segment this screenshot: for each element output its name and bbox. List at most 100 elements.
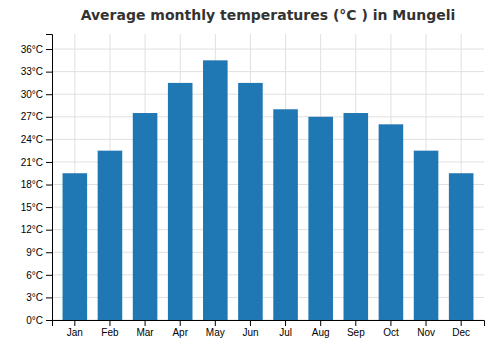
grid-line-y xyxy=(52,139,484,140)
x-tick: May xyxy=(206,320,225,338)
y-tick-label: 33°C xyxy=(21,66,43,77)
x-tick-label: Oct xyxy=(383,327,399,338)
y-tick-mark xyxy=(46,275,52,276)
grid xyxy=(52,34,484,320)
x-tick-mark xyxy=(320,320,321,326)
bar xyxy=(379,124,404,320)
bar xyxy=(133,113,158,320)
y-tick: 24°C xyxy=(21,134,52,145)
x-tick: Jun xyxy=(242,320,258,338)
bar xyxy=(168,83,193,320)
chart-svg: Jan Feb Mar Apr May Jun Jul Aug Sep Oct Nov Dec 0°C 3… xyxy=(0,0,500,350)
grid-line-y xyxy=(52,116,484,117)
bar xyxy=(203,60,228,320)
y-tick-mark xyxy=(46,297,52,298)
title: Average monthly temperatures (°C ) in Mu… xyxy=(81,7,456,23)
bar xyxy=(308,117,333,320)
y-tick-mark xyxy=(46,72,52,73)
y-tick-mark xyxy=(46,252,52,253)
y-tick-label: 36°C xyxy=(21,44,43,55)
y-tick-label: 3°C xyxy=(26,292,43,303)
x-tick: Sep xyxy=(347,320,365,338)
x-tick-mark xyxy=(461,320,462,326)
bar xyxy=(98,151,123,320)
x-axis-line xyxy=(53,321,485,327)
y-tick: 3°C xyxy=(26,292,52,303)
y-tick-label: 21°C xyxy=(21,157,43,168)
x-tick: Nov xyxy=(417,320,435,338)
x-tick-mark xyxy=(145,320,146,326)
x-tick-label: Jul xyxy=(279,327,292,338)
y-tick-mark xyxy=(46,117,52,118)
y-tick-mark xyxy=(46,320,52,321)
x-tick-label: Sep xyxy=(347,327,365,338)
y-tick-label: 18°C xyxy=(21,179,43,190)
x-tick-mark xyxy=(355,320,356,326)
y-axis: 0°C 3°C 6°C 9°C 12°C 15°C 18°C 21°C 24°C 27°C 30°C… xyxy=(21,35,53,326)
x-tick: Mar xyxy=(136,320,154,338)
y-tick-mark xyxy=(46,139,52,140)
grid-line-y xyxy=(52,71,484,72)
x-tick: Dec xyxy=(452,320,470,338)
bars xyxy=(63,60,474,320)
y-tick-label: 12°C xyxy=(21,224,43,235)
x-tick: Aug xyxy=(312,320,330,338)
x-tick-mark xyxy=(250,320,251,326)
x-tick-label: Aug xyxy=(312,327,330,338)
y-tick-mark xyxy=(46,185,52,186)
x-tick-mark xyxy=(109,320,110,326)
x-tick-label: Dec xyxy=(452,327,470,338)
y-tick: 12°C xyxy=(21,224,52,235)
y-tick: 27°C xyxy=(21,111,52,122)
y-tick: 9°C xyxy=(26,247,52,258)
x-tick-label: Feb xyxy=(101,327,119,338)
y-tick-label: 6°C xyxy=(26,270,43,281)
bar xyxy=(449,173,474,320)
y-tick: 33°C xyxy=(21,66,52,77)
x-tick-mark xyxy=(390,320,391,326)
y-tick-mark xyxy=(46,207,52,208)
y-tick-label: 9°C xyxy=(26,247,43,258)
x-tick: Feb xyxy=(101,320,119,338)
x-tick-label: Nov xyxy=(417,327,435,338)
bar xyxy=(344,113,369,320)
x-tick: Apr xyxy=(172,320,188,338)
y-tick: 30°C xyxy=(21,89,52,100)
x-tick-label: May xyxy=(206,327,225,338)
y-tick-mark xyxy=(46,49,52,50)
bar xyxy=(414,151,439,320)
x-tick-mark xyxy=(285,320,286,326)
x-axis: Jan Feb Mar Apr May Jun Jul Aug Sep Oct Nov Dec xyxy=(53,320,485,338)
x-tick-mark xyxy=(426,320,427,326)
x-tick: Oct xyxy=(383,320,399,338)
x-tick-mark xyxy=(180,320,181,326)
x-tick-label: Apr xyxy=(172,327,188,338)
y-tick: 36°C xyxy=(21,44,52,55)
y-tick: 6°C xyxy=(26,270,52,281)
y-axis-line xyxy=(46,35,53,321)
y-tick-mark xyxy=(46,230,52,231)
x-tick-label: Jun xyxy=(242,327,258,338)
bar xyxy=(63,173,88,320)
x-tick: Jul xyxy=(279,320,292,338)
x-tick-mark xyxy=(74,320,75,326)
y-tick: 15°C xyxy=(21,202,52,213)
x-tick-label: Mar xyxy=(136,327,154,338)
x-tick-label: Jan xyxy=(67,327,83,338)
x-tick-mark xyxy=(215,320,216,326)
grid-line-y xyxy=(52,49,484,50)
bar xyxy=(273,109,298,320)
bar xyxy=(238,83,263,320)
y-tick-label: 27°C xyxy=(21,111,43,122)
y-tick-label: 30°C xyxy=(21,89,43,100)
y-tick-label: 0°C xyxy=(26,315,43,326)
y-tick-label: 15°C xyxy=(21,202,43,213)
y-tick: 18°C xyxy=(21,179,52,190)
y-tick: 0°C xyxy=(26,315,52,326)
plot-area: Jan Feb Mar Apr May Jun Jul Aug Sep Oct Nov Dec 0°C 3… xyxy=(21,34,485,338)
x-tick: Jan xyxy=(67,320,83,338)
y-tick-label: 24°C xyxy=(21,134,43,145)
grid-line-y xyxy=(52,94,484,95)
y-tick: 21°C xyxy=(21,157,52,168)
y-tick-mark xyxy=(46,162,52,163)
